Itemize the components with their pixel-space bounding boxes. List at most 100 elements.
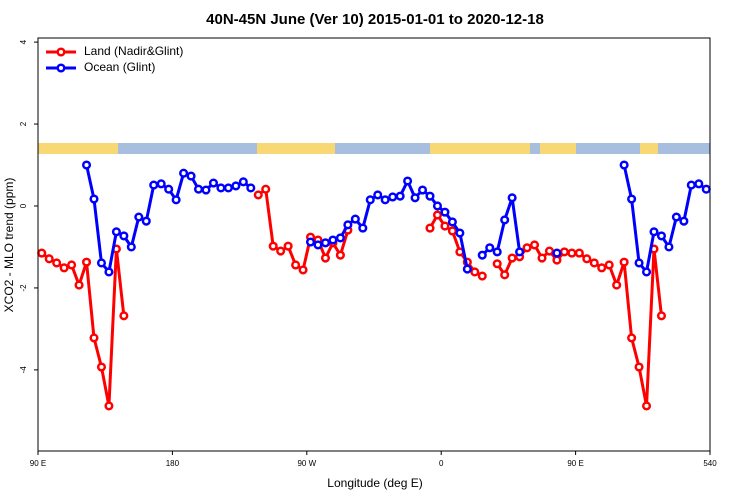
point (679, 216, 689, 226)
point (119, 311, 129, 321)
point (477, 250, 487, 260)
point (619, 160, 629, 170)
point (492, 259, 502, 269)
point (686, 180, 696, 190)
point (440, 221, 450, 231)
point (343, 220, 353, 230)
plot-area (37, 160, 711, 411)
strip-land (38, 143, 118, 154)
point (96, 362, 107, 372)
point (544, 246, 555, 256)
point (44, 254, 54, 264)
plot-frame (37, 37, 711, 452)
point (268, 241, 278, 251)
strip-land (430, 143, 530, 154)
point (425, 191, 435, 201)
point (283, 241, 293, 251)
point (641, 401, 652, 411)
point (81, 257, 92, 267)
point (604, 260, 614, 270)
point (208, 178, 219, 188)
strip-ocean (38, 143, 710, 154)
point (261, 184, 271, 194)
strip-land (257, 143, 335, 154)
point (111, 227, 121, 237)
point (59, 263, 69, 273)
point (462, 264, 472, 274)
strip-land (540, 143, 576, 154)
legend-label: Ocean (Glint) (84, 60, 155, 74)
point (171, 195, 181, 205)
point (358, 223, 368, 233)
point (649, 227, 659, 237)
y-tick-label: 2 (19, 121, 28, 126)
x-tick-label: 0 (439, 459, 444, 468)
x-tick-label: 90 E (30, 459, 46, 468)
point (500, 215, 510, 225)
point (193, 184, 204, 194)
point (447, 217, 457, 227)
point (634, 258, 644, 268)
legend-label: Land (Nadir&Glint) (84, 44, 183, 58)
x-tick-label: 90 E (567, 459, 583, 468)
point (276, 246, 286, 256)
point (656, 231, 667, 241)
chart-title: 40N-45N June (Ver 10) 2015-01-01 to 2020… (206, 11, 544, 28)
point (380, 195, 390, 205)
point (582, 254, 592, 264)
x-axis-label: Longitude (deg E) (327, 476, 422, 490)
point (627, 194, 637, 204)
y-tick-label: -4 (19, 366, 28, 374)
x-tick-label: 180 (166, 459, 180, 468)
point (320, 238, 331, 248)
strip-land (640, 143, 658, 154)
point (656, 311, 667, 321)
point (119, 231, 129, 241)
point (552, 248, 562, 258)
point (634, 362, 644, 372)
point (67, 260, 77, 270)
point (291, 260, 301, 270)
point (432, 210, 443, 220)
point (81, 160, 92, 170)
point (552, 255, 562, 265)
point (238, 177, 248, 187)
y-tick-label: 0 (19, 203, 28, 208)
x-tick-label: 90 W (297, 459, 316, 468)
point (403, 176, 413, 186)
point (149, 180, 159, 190)
point (574, 248, 584, 258)
point (410, 193, 420, 203)
y-tick-label: 4 (19, 39, 28, 44)
point (74, 280, 84, 290)
point (52, 258, 62, 268)
point (507, 193, 517, 203)
point (141, 216, 151, 226)
point (388, 192, 398, 202)
point (425, 223, 435, 233)
point (253, 190, 263, 200)
point (485, 243, 495, 253)
point (186, 171, 196, 181)
point (694, 179, 704, 189)
point (664, 242, 674, 252)
point (231, 181, 241, 191)
point (492, 247, 502, 257)
point (417, 185, 428, 195)
point (350, 214, 360, 224)
point (470, 267, 480, 277)
point (305, 237, 316, 247)
y-tick-label: -2 (19, 284, 28, 292)
point (298, 265, 308, 275)
point (455, 228, 465, 238)
point (96, 258, 107, 268)
surface-strip (38, 143, 710, 154)
point (432, 201, 443, 211)
point (216, 183, 226, 193)
point (627, 333, 637, 343)
point (89, 194, 99, 204)
point (671, 212, 681, 222)
x-tick-label: 540 (703, 459, 717, 468)
point (104, 267, 114, 277)
point (641, 267, 652, 277)
